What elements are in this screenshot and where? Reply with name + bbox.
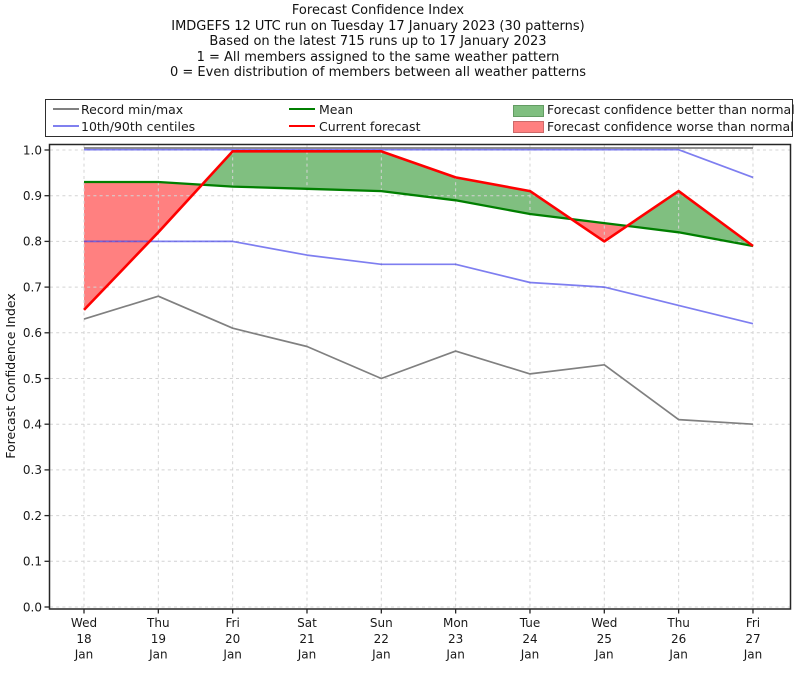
x-tick-label: Fri: [226, 616, 240, 630]
x-tick-label: 21: [299, 632, 314, 646]
y-tick-label: 0.1: [23, 555, 42, 569]
x-tick-label: 18: [76, 632, 91, 646]
confidence-fills: [84, 151, 753, 310]
axes-frame: [48, 143, 792, 610]
chart-subtitle-zero: 0 = Even distribution of members between…: [169, 65, 587, 81]
legend-worse-patch: [513, 121, 544, 133]
x-tick-label: Jan: [668, 648, 688, 662]
tick-marks: [44, 149, 754, 614]
y-tick-label: 0.8: [23, 235, 42, 249]
legend-current-label: Current forecast: [319, 118, 421, 134]
legend-record-swatch: [53, 108, 79, 110]
x-tick-label: 26: [671, 632, 686, 646]
y-tick-label: 0.0: [23, 600, 42, 614]
legend-record-label: Record min/max: [81, 102, 184, 117]
x-tick-label: 20: [225, 632, 240, 646]
x-tick-label: Thu: [666, 616, 690, 630]
y-tick-label: 0.7: [23, 280, 42, 294]
chart-header: Forecast Confidence Index IMDGEFS 12 UTC…: [0, 3, 756, 81]
series-line-90th-centile: [84, 148, 754, 179]
y-tick-label: 0.2: [23, 509, 42, 523]
y-tick-label: 0.6: [23, 326, 42, 340]
x-tick-label: Jan: [74, 648, 94, 662]
legend-better-patch: [513, 104, 544, 117]
x-tick-label: Jan: [520, 648, 540, 662]
series-line-record-min: [83, 295, 754, 426]
x-tick-label: 19: [151, 632, 166, 646]
series-line-current-forecast: [83, 150, 754, 311]
x-tick-label: 23: [448, 632, 463, 646]
legend-better-label: Forecast confidence better than normal: [547, 102, 795, 117]
x-tick-label: Jan: [148, 648, 168, 662]
y-axis-label: Forecast Confidence Index: [3, 293, 18, 459]
y-tick-label: 0.4: [23, 418, 42, 432]
chart-subtitle-one: 1 = All members assigned to the same wea…: [196, 49, 560, 65]
x-tick-label: Tue: [519, 616, 541, 630]
fill-better-than-normal: [202, 151, 572, 220]
y-tick-label: 0.9: [23, 189, 42, 203]
x-tick-label: 24: [522, 632, 537, 646]
x-tick-label: Jan: [743, 648, 763, 662]
x-tick-label: 22: [374, 632, 389, 646]
legend-current-swatch: [289, 124, 315, 127]
x-tick-label: 27: [745, 632, 760, 646]
y-tick-label: 1.0: [23, 143, 42, 157]
y-tick-label: 0.5: [23, 372, 42, 386]
x-tick-label: Wed: [591, 616, 617, 630]
x-tick-label: Jan: [222, 648, 242, 662]
x-tick-label: Sun: [370, 616, 393, 630]
x-tick-label: Mon: [443, 616, 468, 630]
x-tick-label: Jan: [594, 648, 614, 662]
chart-title: Forecast Confidence Index: [291, 3, 465, 18]
x-tick-label: Jan: [445, 648, 465, 662]
legend-centiles-swatch: [53, 124, 79, 127]
chart-subtitle-run: IMDGEFS 12 UTC run on Tuesday 17 January…: [171, 18, 585, 34]
series-lines: [83, 147, 754, 426]
x-tick-label: Sat: [297, 616, 317, 630]
legend-mean-swatch: [289, 108, 315, 110]
y-tick-label: 0.3: [23, 463, 42, 477]
series-line-10th-centile: [84, 240, 754, 325]
x-tick-label: 25: [597, 632, 612, 646]
x-tick-label: Wed: [71, 616, 97, 630]
x-tick-label: Thu: [146, 616, 170, 630]
series-line-mean: [84, 180, 754, 248]
x-tick-label: Fri: [746, 616, 760, 630]
legend-centiles-label: 10th/90th centiles: [81, 118, 196, 134]
x-tick-label: Jan: [297, 648, 317, 662]
legend: Record min/max 10th/90th centiles Mean C…: [45, 99, 795, 137]
legend-mean-label: Mean: [319, 102, 354, 117]
chart-subtitle-runs: Based on the latest 715 runs up to 17 Ja…: [209, 34, 547, 50]
tick-labels: 0.0 0.1 0.2 0.3 0.4 0.5 0.6 0.7 0.8 0.9 1.0 Wed 18 Ja…: [23, 143, 762, 661]
x-tick-label: Jan: [371, 648, 391, 662]
legend-worse-label: Forecast confidence worse than normal: [547, 118, 794, 134]
